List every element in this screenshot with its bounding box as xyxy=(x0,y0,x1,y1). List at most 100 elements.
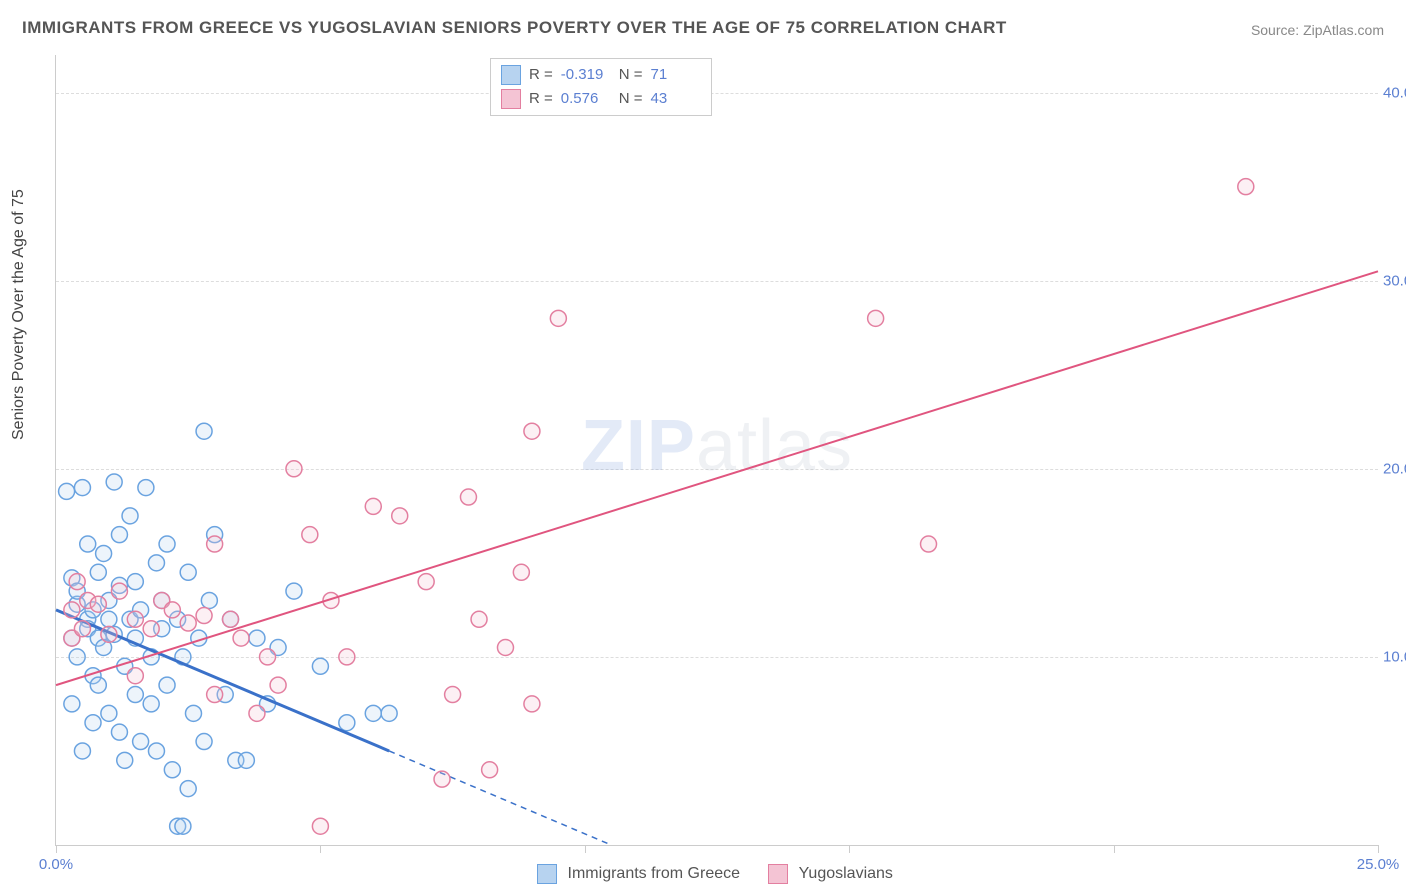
data-point xyxy=(90,677,106,693)
data-point xyxy=(80,536,96,552)
data-point xyxy=(365,498,381,514)
x-tick xyxy=(1378,845,1379,853)
data-point xyxy=(127,687,143,703)
data-point xyxy=(111,583,127,599)
chart-title: IMMIGRANTS FROM GREECE VS YUGOSLAVIAN SE… xyxy=(22,18,1007,38)
data-point xyxy=(921,536,937,552)
data-point xyxy=(365,705,381,721)
data-point xyxy=(148,743,164,759)
data-point xyxy=(64,696,80,712)
data-point xyxy=(175,818,191,834)
data-point xyxy=(127,611,143,627)
correlation-legend: R = -0.319 N = 71 R = 0.576 N = 43 xyxy=(490,58,712,116)
chart-svg xyxy=(56,55,1378,845)
legend-label-greece: Immigrants from Greece xyxy=(568,865,740,882)
data-point xyxy=(101,626,117,642)
data-point xyxy=(312,818,328,834)
y-tick-label: 30.0% xyxy=(1383,272,1406,289)
data-point xyxy=(249,705,265,721)
x-tick xyxy=(56,845,57,853)
data-point xyxy=(207,687,223,703)
data-point xyxy=(196,734,212,750)
n-value-greece: 71 xyxy=(651,63,701,87)
data-point xyxy=(117,752,133,768)
y-tick-label: 20.0% xyxy=(1383,460,1406,477)
data-point xyxy=(127,668,143,684)
data-point xyxy=(381,705,397,721)
data-point xyxy=(90,596,106,612)
data-point xyxy=(339,649,355,665)
data-point xyxy=(74,621,90,637)
data-point xyxy=(260,649,276,665)
data-point xyxy=(64,602,80,618)
legend-label-yugoslavia: Yugoslavians xyxy=(799,865,893,882)
data-point xyxy=(201,592,217,608)
source-attribution: Source: ZipAtlas.com xyxy=(1251,22,1384,38)
data-point xyxy=(434,771,450,787)
data-point xyxy=(101,705,117,721)
data-point xyxy=(249,630,265,646)
data-point xyxy=(524,696,540,712)
data-point xyxy=(106,474,122,490)
r-value-yugoslavia: 0.576 xyxy=(561,87,611,111)
legend-row-greece: R = -0.319 N = 71 xyxy=(501,63,701,87)
data-point xyxy=(513,564,529,580)
data-point xyxy=(302,527,318,543)
data-point xyxy=(550,310,566,326)
data-point xyxy=(868,310,884,326)
data-point xyxy=(207,536,223,552)
data-point xyxy=(127,574,143,590)
swatch-yugoslavia-icon xyxy=(768,864,788,884)
data-point xyxy=(270,677,286,693)
n-value-yugoslavia: 43 xyxy=(651,87,701,111)
legend-row-yugoslavia: R = 0.576 N = 43 xyxy=(501,87,701,111)
x-tick xyxy=(585,845,586,853)
data-point xyxy=(339,715,355,731)
data-point xyxy=(180,615,196,631)
data-point xyxy=(180,564,196,580)
bottom-legend: Immigrants from Greece Yugoslavians xyxy=(0,864,1406,884)
data-point xyxy=(159,677,175,693)
plot-area: ZIPatlas 10.0%20.0%30.0%40.0%0.0%25.0% xyxy=(55,55,1378,846)
data-point xyxy=(238,752,254,768)
data-point xyxy=(164,602,180,618)
swatch-greece xyxy=(501,65,521,85)
swatch-yugoslavia xyxy=(501,89,521,109)
data-point xyxy=(223,611,239,627)
y-tick-label: 10.0% xyxy=(1383,648,1406,665)
data-point xyxy=(143,696,159,712)
data-point xyxy=(96,545,112,561)
trend-line xyxy=(56,271,1378,685)
data-point xyxy=(59,483,75,499)
n-label: N = xyxy=(619,87,643,111)
data-point xyxy=(85,715,101,731)
x-tick xyxy=(1114,845,1115,853)
data-point xyxy=(445,687,461,703)
data-point xyxy=(164,762,180,778)
r-value-greece: -0.319 xyxy=(561,63,611,87)
data-point xyxy=(471,611,487,627)
data-point xyxy=(122,508,138,524)
data-point xyxy=(524,423,540,439)
data-point xyxy=(1238,179,1254,195)
data-point xyxy=(196,608,212,624)
data-point xyxy=(392,508,408,524)
data-point xyxy=(312,658,328,674)
data-point xyxy=(482,762,498,778)
data-point xyxy=(74,480,90,496)
data-point xyxy=(133,734,149,750)
data-point xyxy=(101,611,117,627)
x-tick xyxy=(849,845,850,853)
swatch-greece-icon xyxy=(537,864,557,884)
r-label: R = xyxy=(529,63,553,87)
data-point xyxy=(286,461,302,477)
data-point xyxy=(460,489,476,505)
y-axis-label: Seniors Poverty Over the Age of 75 xyxy=(10,189,28,440)
data-point xyxy=(69,574,85,590)
data-point xyxy=(418,574,434,590)
data-point xyxy=(196,423,212,439)
data-point xyxy=(148,555,164,571)
data-point xyxy=(69,649,85,665)
data-point xyxy=(185,705,201,721)
data-point xyxy=(111,724,127,740)
